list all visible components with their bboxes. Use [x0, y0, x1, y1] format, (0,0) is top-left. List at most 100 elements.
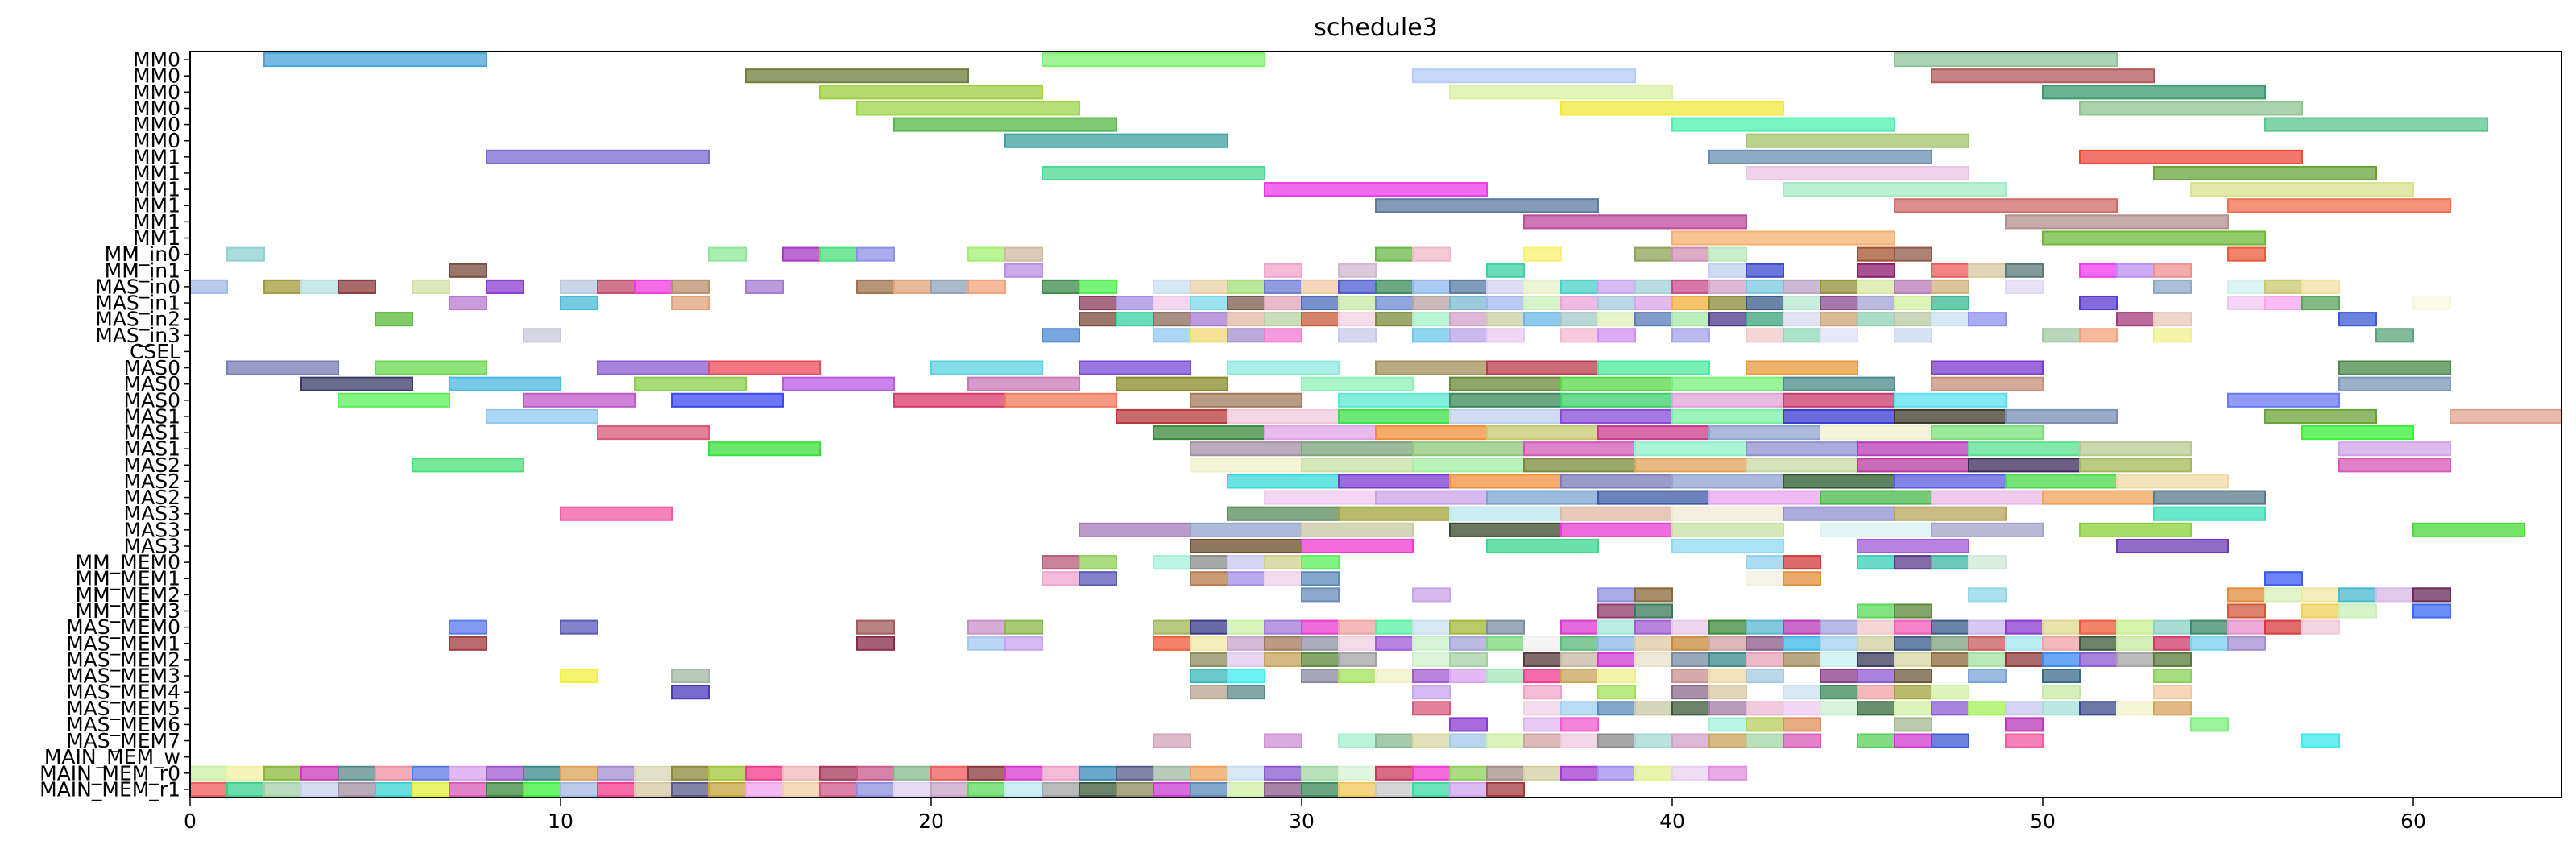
task-bar [1931, 652, 1969, 667]
task-bar [560, 765, 598, 781]
task-bar [1894, 198, 2118, 213]
task-bar [1338, 392, 1451, 408]
y-tick-label: MAS3 [124, 534, 180, 557]
task-bar [1746, 636, 1784, 651]
task-bar [1820, 522, 1932, 537]
y-tick-label: MM_MEM1 [76, 567, 180, 590]
task-bar [375, 360, 487, 375]
task-bar [2264, 408, 2377, 424]
task-bar [1412, 733, 1451, 748]
task-bar [1783, 408, 1895, 424]
task-bar [1783, 571, 1821, 586]
task-bar [1671, 246, 1710, 262]
task-bar [375, 312, 413, 327]
task-bar [1783, 652, 1821, 667]
task-bar [2079, 652, 2118, 667]
task-bar [856, 619, 895, 635]
task-bar [263, 765, 302, 781]
task-bar [634, 376, 747, 391]
task-bar [1597, 733, 1636, 748]
y-tick-label: MM0 [133, 81, 180, 104]
task-bar [2301, 603, 2340, 619]
task-bar [1597, 685, 1636, 700]
task-bar [597, 425, 710, 441]
task-bar [1671, 733, 1710, 748]
task-bar [2375, 587, 2414, 603]
task-bar [1746, 441, 1858, 457]
task-bar [1190, 668, 1228, 684]
task-bar [449, 781, 487, 797]
y-tick-label: MAS1 [124, 421, 180, 445]
task-bar [523, 781, 561, 797]
task-bar [1857, 458, 1969, 473]
y-tick-label: MAIN_MEM_w [44, 745, 180, 768]
task-bar [1301, 279, 1340, 294]
task-bar [226, 360, 339, 375]
task-bar [1560, 717, 1599, 732]
task-bar [1338, 636, 1377, 651]
y-tick-label: MM1 [133, 145, 180, 168]
task-bar [338, 392, 450, 408]
task-bar [2153, 165, 2377, 181]
y-tick-label: MAS_MEM5 [66, 697, 180, 720]
task-bar [1301, 555, 1340, 570]
task-bar [1634, 619, 1673, 635]
task-bar [189, 781, 228, 797]
y-tick-label: MAS2 [124, 470, 180, 493]
task-bar [1301, 538, 1414, 554]
task-bar [1894, 685, 1932, 700]
task-bar [1671, 474, 1784, 489]
task-bar [2116, 652, 2155, 667]
task-bar [1227, 312, 1265, 327]
task-bar [1116, 295, 1154, 311]
task-bar [1671, 619, 1710, 635]
task-bar [1931, 619, 1969, 635]
task-bar [1931, 555, 1969, 570]
task-bar [2079, 522, 2192, 537]
task-bar [1968, 668, 2007, 684]
task-bar [2116, 312, 2155, 327]
task-bar [2412, 603, 2451, 619]
task-bar [338, 781, 376, 797]
task-bar [745, 68, 969, 84]
task-bar [263, 781, 302, 797]
task-bar [708, 765, 747, 781]
task-bar [1375, 668, 1414, 684]
task-bar [1449, 668, 1488, 684]
task-bar [1116, 312, 1154, 327]
task-bar [2079, 263, 2118, 278]
task-bar [856, 101, 1080, 116]
task-bar [1671, 506, 1784, 521]
task-bar [1449, 652, 1488, 667]
task-bar [1486, 538, 1599, 554]
task-bar [1264, 295, 1302, 311]
task-bar [1301, 636, 1340, 651]
task-bar [1783, 376, 1895, 391]
task-bar [1227, 474, 1340, 489]
task-bar [1560, 506, 1673, 521]
task-bar [1708, 246, 1747, 262]
task-bar [671, 392, 784, 408]
task-bar [1264, 636, 1302, 651]
y-tick-label: MAIN_MEM_r1 [39, 777, 180, 801]
task-bar [634, 781, 673, 797]
task-bar [2005, 214, 2229, 230]
task-bar [2153, 279, 2192, 294]
task-bar [671, 279, 710, 294]
task-bar [2079, 295, 2118, 311]
task-bar [1820, 279, 1858, 294]
task-bar [1671, 522, 1784, 537]
task-bar [1671, 701, 1710, 716]
y-tick-label: MAS_in3 [95, 324, 180, 347]
task-bar [1523, 733, 1562, 748]
task-bar [1894, 295, 1932, 311]
task-bar [1820, 619, 1858, 635]
task-bar [1894, 246, 1932, 262]
task-bar [1264, 312, 1302, 327]
task-bar [2153, 328, 2192, 343]
task-bar [1412, 701, 1451, 716]
task-bar [1042, 328, 1080, 343]
y-tick-label: MM1 [133, 161, 180, 184]
task-bar [1746, 717, 1784, 732]
task-bar [1783, 328, 1821, 343]
